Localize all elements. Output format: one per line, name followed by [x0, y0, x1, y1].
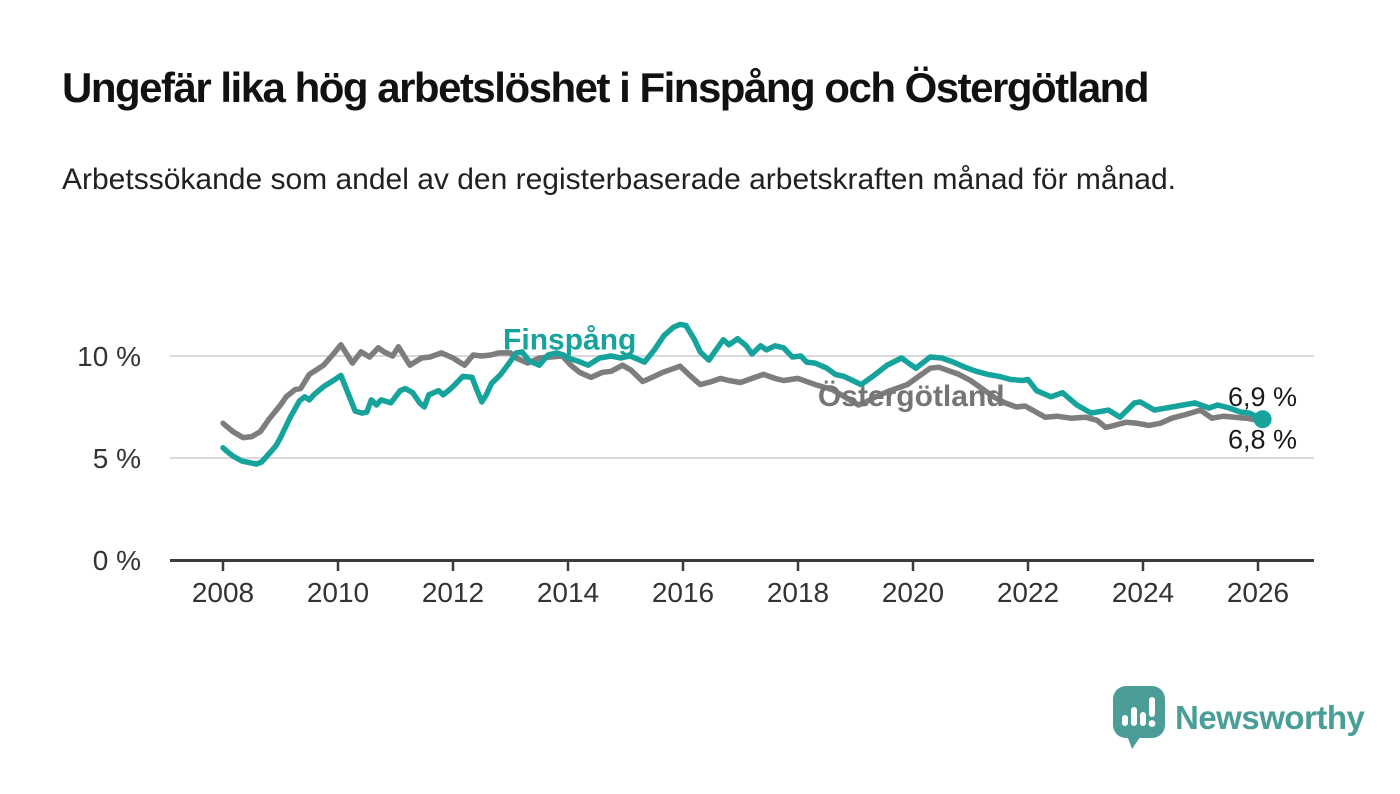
chart-area: 2008 2010 2012 2014 2016 2018 2020 2022 2024 2026…	[0, 270, 1400, 650]
series-line-ostergotland	[220, 342, 1266, 441]
x-tick-label: 2010	[307, 577, 369, 608]
newsworthy-logo: Newsworthy	[1113, 686, 1365, 750]
x-tick-label: 2026	[1227, 577, 1289, 608]
page-title: Ungefär lika hög arbetslöshet i Finspång…	[62, 64, 1150, 111]
y-tick-label: 5 %	[93, 443, 141, 474]
x-tick-label: 2018	[767, 577, 829, 608]
x-tick-label: 2024	[1112, 577, 1174, 608]
series-label-finspang: Finspång	[503, 324, 636, 357]
x-tick-label: 2014	[537, 577, 599, 608]
unemployment-line-chart: 2008 2010 2012 2014 2016 2018 2020 2022 2024 2026…	[77, 321, 1314, 608]
x-tick-label: 2012	[422, 577, 484, 608]
end-value-label-ostergotland: 6,8 %	[1228, 424, 1297, 454]
chart-subtitle: Arbetssökande som andel av den registerb…	[62, 163, 1176, 196]
x-tick-label: 2016	[652, 577, 714, 608]
series-line-finspang	[220, 321, 1266, 467]
x-tick-label: 2020	[882, 577, 944, 608]
newsworthy-logo-icon	[1113, 686, 1165, 749]
x-tick-label: 2022	[997, 577, 1059, 608]
series-label-ostergotland: Östergötland	[818, 380, 1005, 413]
y-tick-label: 0 %	[93, 545, 141, 576]
newsworthy-logo-text: Newsworthy	[1175, 699, 1365, 736]
end-value-label-finspang: 6,9 %	[1228, 382, 1297, 412]
end-dot-finspang	[1253, 410, 1272, 429]
y-tick-label: 10 %	[77, 341, 141, 372]
x-tick-label: 2008	[192, 577, 254, 608]
